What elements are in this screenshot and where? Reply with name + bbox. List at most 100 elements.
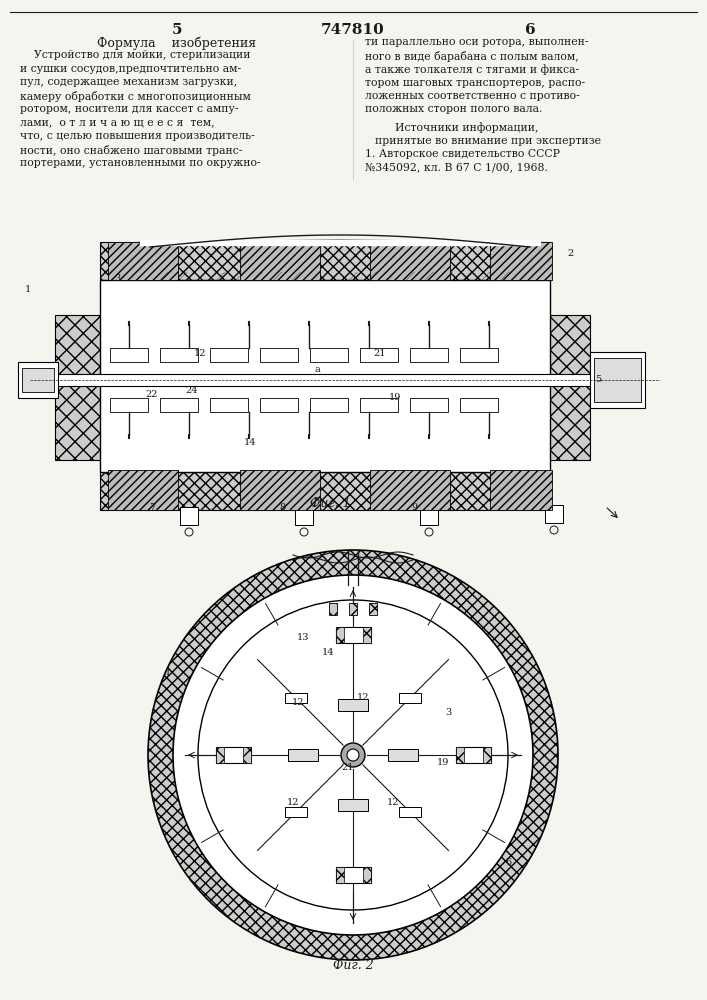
Text: ности, оно снабжено шаговыми транс-: ности, оно снабжено шаговыми транс- — [20, 144, 243, 155]
Bar — [455, 747, 491, 763]
Text: 22: 22 — [146, 390, 158, 399]
Bar — [420, 507, 438, 525]
Bar — [260, 398, 298, 412]
Text: принятые во внимание при экспертизе: принятые во внимание при экспертизе — [375, 135, 601, 145]
Text: 19: 19 — [437, 758, 449, 767]
Bar — [286, 693, 308, 703]
Text: 1. Авторское свидетельство СССР: 1. Авторское свидетельство СССР — [365, 149, 560, 159]
Text: ротором, носители для кассет с ампу-: ротором, носители для кассет с ампу- — [20, 104, 238, 114]
Bar — [460, 398, 498, 412]
Text: 12: 12 — [387, 798, 399, 807]
Bar — [349, 603, 357, 615]
Bar — [369, 603, 377, 615]
Bar — [240, 470, 320, 510]
Bar — [338, 799, 368, 811]
Text: пул, содержащее механизм загрузки,: пул, содержащее механизм загрузки, — [20, 77, 238, 87]
Text: a: a — [314, 365, 320, 374]
Bar — [363, 627, 370, 643]
Bar — [370, 470, 450, 510]
Text: положных сторон полого вала.: положных сторон полого вала. — [365, 104, 542, 114]
Bar — [55, 315, 105, 460]
Bar — [108, 242, 178, 280]
Text: 6: 6 — [525, 23, 535, 37]
Bar — [399, 807, 421, 817]
Bar — [110, 348, 148, 362]
Text: Формула    изобретения: Формула изобретения — [98, 37, 257, 50]
Bar — [336, 627, 344, 643]
Bar — [545, 505, 563, 523]
Bar — [410, 348, 448, 362]
Bar — [490, 242, 552, 280]
Bar — [180, 507, 198, 525]
Bar — [286, 807, 308, 817]
Text: 14: 14 — [322, 648, 334, 657]
Text: 13: 13 — [297, 633, 309, 642]
Bar — [360, 348, 398, 362]
Text: ложенных соответственно с противо-: ложенных соответственно с противо- — [365, 91, 580, 101]
Bar — [240, 242, 320, 280]
Text: 12: 12 — [357, 693, 369, 702]
Bar — [55, 374, 595, 386]
Bar — [18, 362, 58, 398]
Text: 747810: 747810 — [321, 23, 385, 37]
Text: Фиг. 2: Фиг. 2 — [332, 959, 373, 972]
Bar — [210, 348, 248, 362]
Bar — [410, 398, 448, 412]
Bar — [295, 507, 313, 525]
Circle shape — [198, 600, 508, 910]
Text: 1: 1 — [25, 285, 31, 294]
Bar — [363, 867, 370, 883]
Bar — [216, 747, 223, 763]
Text: 1: 1 — [165, 668, 171, 677]
Text: а также толкателя с тягами и фикса-: а также толкателя с тягами и фикса- — [365, 64, 579, 75]
Bar — [110, 398, 148, 412]
Text: 21: 21 — [341, 763, 354, 772]
Bar — [100, 280, 550, 472]
Bar — [540, 315, 590, 460]
Bar — [100, 472, 550, 510]
Text: 19: 19 — [389, 393, 401, 402]
Text: 9: 9 — [411, 503, 417, 512]
Text: Фиг. 1: Фиг. 1 — [310, 497, 351, 510]
Bar — [210, 398, 248, 412]
Text: 12: 12 — [194, 349, 206, 358]
Text: Источники информации,: Источники информации, — [395, 122, 539, 133]
Bar — [100, 242, 550, 280]
Circle shape — [347, 749, 359, 761]
Text: и сушки сосудов,предпочтительно ам-: и сушки сосудов,предпочтительно ам- — [20, 64, 241, 74]
Text: 21: 21 — [374, 349, 386, 358]
Text: 3: 3 — [114, 274, 120, 283]
Text: 5: 5 — [172, 23, 182, 37]
Bar — [310, 398, 348, 412]
Text: лами,  о т л и ч а ю щ е е с я  тем,: лами, о т л и ч а ю щ е е с я тем, — [20, 117, 215, 127]
Circle shape — [148, 550, 558, 960]
Bar — [108, 470, 178, 510]
Text: портерами, установленными по окружно-: портерами, установленными по окружно- — [20, 158, 261, 168]
Bar — [160, 348, 198, 362]
Bar — [260, 348, 298, 362]
Text: 12: 12 — [292, 698, 304, 707]
Bar — [22, 368, 54, 392]
Bar — [310, 348, 348, 362]
Bar — [370, 242, 450, 280]
Text: 5: 5 — [595, 375, 601, 384]
Text: №345092, кл. В 67 С 1/00, 1968.: №345092, кл. В 67 С 1/00, 1968. — [365, 162, 548, 172]
Text: 14: 14 — [244, 438, 256, 447]
Bar — [338, 699, 368, 711]
Bar — [590, 352, 645, 408]
Circle shape — [173, 575, 533, 935]
Bar — [336, 867, 370, 883]
Text: Устройство для мойки, стерилизации: Устройство для мойки, стерилизации — [20, 50, 250, 60]
Text: что, с целью повышения производитель-: что, с целью повышения производитель- — [20, 131, 255, 141]
Text: 2: 2 — [568, 249, 574, 258]
Bar — [360, 398, 398, 412]
Bar — [160, 398, 198, 412]
Text: камеру обработки с многопозиционным: камеру обработки с многопозиционным — [20, 91, 251, 102]
Text: тором шаговых транспортеров, распо-: тором шаговых транспортеров, распо- — [365, 78, 585, 88]
Bar — [336, 627, 370, 643]
Bar — [216, 747, 250, 763]
Text: ти параллельно оси ротора, выполнен-: ти параллельно оси ротора, выполнен- — [365, 37, 588, 47]
Bar — [336, 867, 344, 883]
Bar — [490, 470, 552, 510]
Bar — [594, 358, 641, 402]
